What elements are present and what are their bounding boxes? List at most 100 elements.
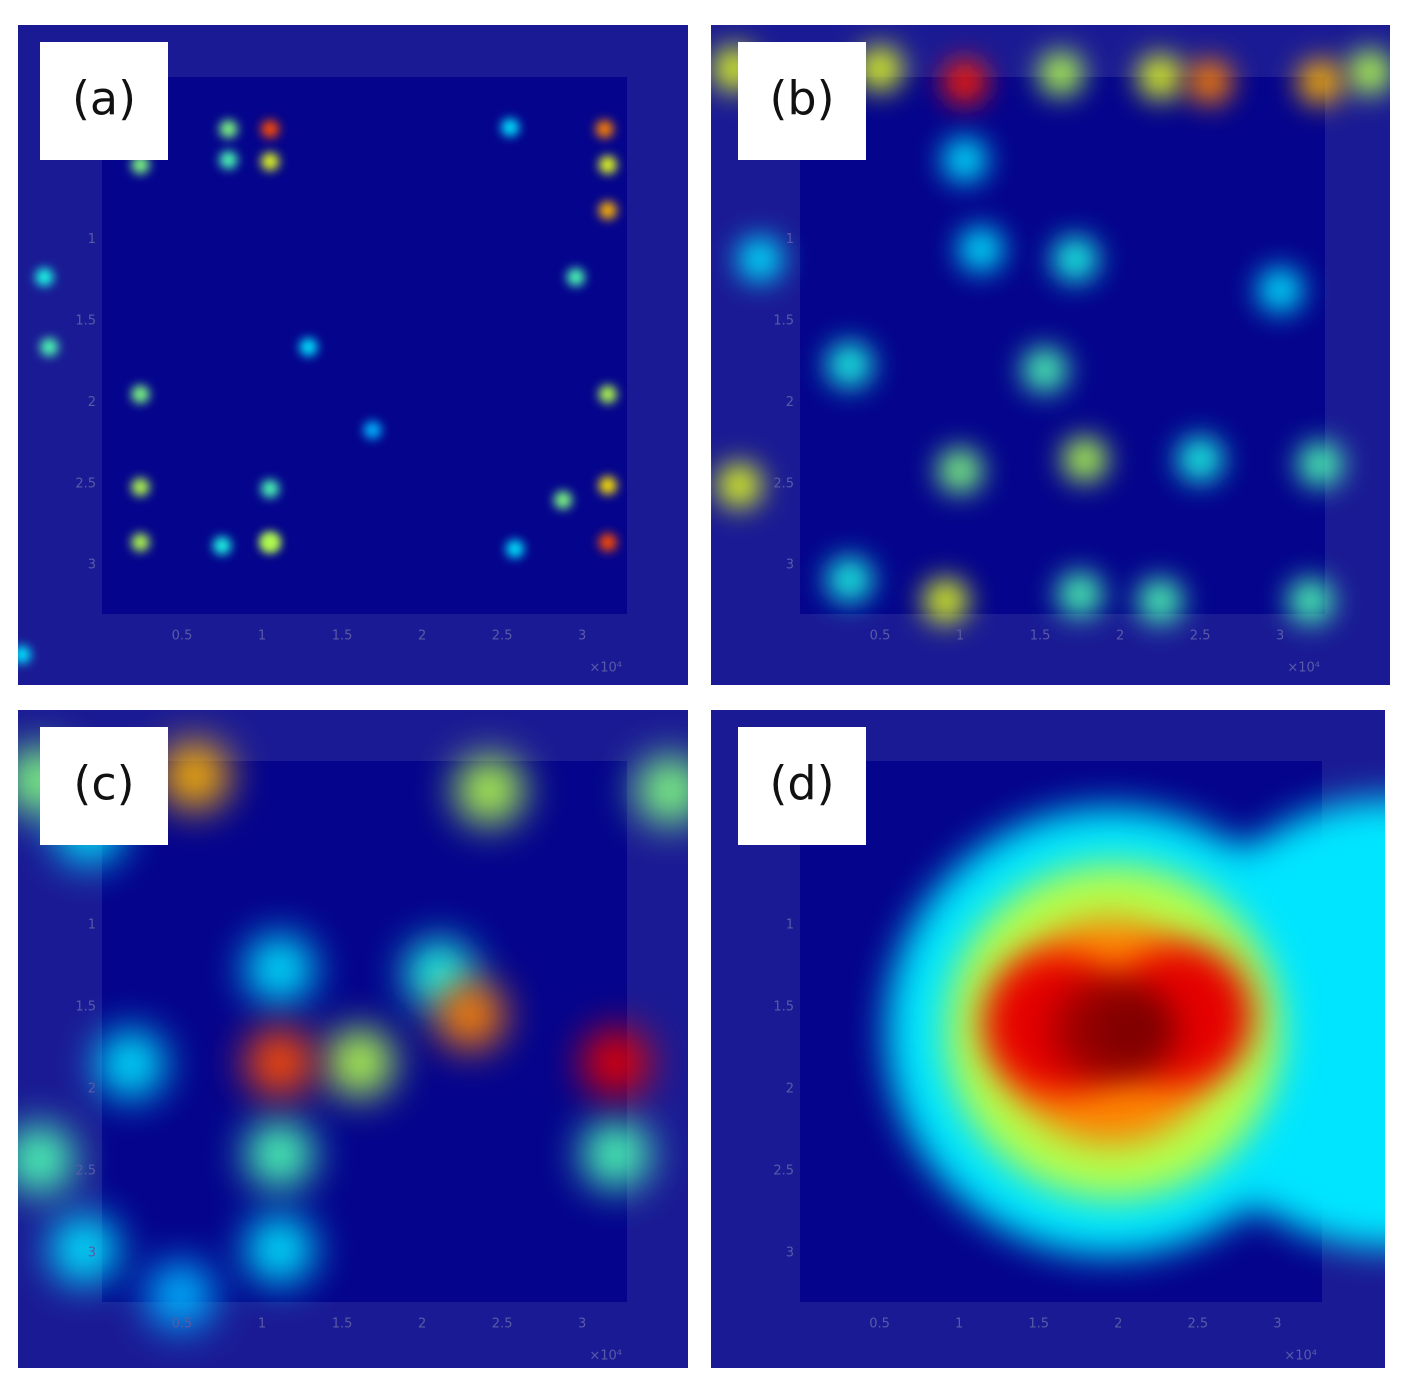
heat-spot (146, 1261, 215, 1330)
x-axis-multiplier: ×10⁴ (589, 661, 622, 676)
heat-spot (261, 533, 280, 552)
heat-spot (160, 741, 229, 810)
x-tick-label: 0.5 (869, 1317, 890, 1332)
x-tick-label: 1 (258, 1317, 266, 1332)
heat-spot (18, 1125, 74, 1194)
heat-spot (245, 935, 314, 1004)
y-tick-label: 1.5 (75, 999, 96, 1014)
x-tick-label: 3 (578, 629, 586, 644)
heat-spot (942, 137, 987, 182)
heat-spot (598, 155, 617, 174)
heat-spot (717, 463, 762, 508)
y-tick-label: 3 (786, 1245, 794, 1260)
heat-spot (1053, 237, 1098, 282)
heat-spot (737, 237, 782, 282)
x-tick-label: 0.5 (172, 629, 193, 644)
heat-spot (50, 1215, 119, 1284)
heat-spot (938, 448, 983, 493)
heat-spot (96, 1030, 165, 1099)
heat-spot (1038, 51, 1083, 96)
y-tick-label: 1 (88, 232, 96, 247)
x-tick-label: 2.5 (1188, 1317, 1209, 1332)
y-tick-label: 1 (88, 917, 96, 932)
heat-spot (363, 421, 382, 440)
y-tick-label: 1.5 (773, 999, 794, 1014)
y-tick-label: 2.5 (75, 1163, 96, 1178)
heat-spot (213, 536, 232, 555)
heat-spot (261, 152, 280, 171)
y-tick-label: 1 (786, 232, 794, 247)
x-tick-label: 3 (1273, 1317, 1281, 1332)
heat-spot (1347, 50, 1390, 95)
heat-spot (131, 533, 150, 552)
heat-spot (1298, 442, 1343, 487)
x-axis-multiplier: ×10⁴ (1287, 661, 1320, 676)
heat-spot (1062, 437, 1107, 482)
panel-label: (a) (72, 72, 136, 126)
heat-spot (1258, 268, 1303, 313)
heat-spot (1178, 437, 1223, 482)
y-tick-label: 2.5 (773, 476, 794, 491)
y-tick-label: 2 (786, 395, 794, 410)
x-tick-label: 2.5 (492, 629, 513, 644)
heat-spot (1288, 578, 1333, 623)
heat-spot (595, 120, 614, 139)
heat-spot (827, 557, 872, 602)
y-tick-label: 2 (88, 395, 96, 410)
label-box (40, 727, 168, 845)
panel-label: (c) (73, 757, 134, 811)
heat-spot (261, 120, 280, 139)
heat-spot (505, 539, 524, 558)
x-tick-label: 1 (955, 1317, 963, 1332)
heat-spot (1187, 59, 1232, 104)
heat-spot (131, 385, 150, 404)
y-tick-label: 2.5 (773, 1163, 794, 1178)
plot-area (800, 77, 1325, 614)
heat-spot (325, 1028, 394, 1097)
x-tick-label: 2 (418, 1317, 426, 1332)
x-tick-label: 3 (1276, 629, 1284, 644)
heat-spot (40, 338, 59, 357)
heat-spot (1022, 347, 1067, 392)
heat-spot (598, 385, 617, 404)
y-tick-label: 2 (88, 1081, 96, 1096)
heat-spot (501, 118, 520, 137)
x-tick-label: 2 (418, 629, 426, 644)
heat-spot (455, 756, 524, 825)
heat-spot (598, 201, 617, 220)
heat-spot (245, 1120, 314, 1189)
x-tick-label: 1.5 (332, 1317, 353, 1332)
heat-spot (553, 491, 572, 510)
heat-spot (1058, 572, 1103, 617)
heat-spot (1092, 987, 1177, 1072)
heat-spot (598, 476, 617, 495)
x-tick-label: 3 (578, 1317, 586, 1332)
heat-spot (1298, 59, 1343, 104)
heat-spot (581, 1120, 650, 1189)
y-tick-label: 2.5 (75, 476, 96, 491)
y-tick-label: 3 (786, 558, 794, 573)
heat-spot (131, 478, 150, 497)
x-axis-multiplier: ×10⁴ (589, 1349, 622, 1364)
label-box (738, 727, 866, 845)
heat-spot (131, 155, 150, 174)
x-axis-multiplier: ×10⁴ (1284, 1349, 1317, 1364)
heat-spot (1138, 578, 1183, 623)
heat-spot (1138, 55, 1183, 99)
y-tick-label: 1.5 (75, 314, 96, 329)
heat-spot (923, 578, 968, 623)
y-tick-label: 3 (88, 1245, 96, 1260)
panel: 1 1.5 2 2.5 3 0.5 1 1.5 2 2.5 3 ×10⁴ (18, 710, 688, 1368)
x-tick-label: 1.5 (1028, 1317, 1049, 1332)
label-box (738, 42, 866, 160)
x-tick-label: 2 (1116, 629, 1124, 644)
heat-spot (219, 150, 238, 169)
panel-label: (b) (769, 72, 834, 126)
x-tick-label: 2 (1114, 1317, 1122, 1332)
panel-label: (d) (769, 757, 834, 811)
panel: 1 1.5 2 2.5 3 0.5 1 1.5 2 2.5 3 ×10⁴ (18, 25, 688, 685)
plot-area (102, 77, 627, 614)
heat-spot (942, 59, 987, 104)
x-tick-label: 1 (956, 629, 964, 644)
